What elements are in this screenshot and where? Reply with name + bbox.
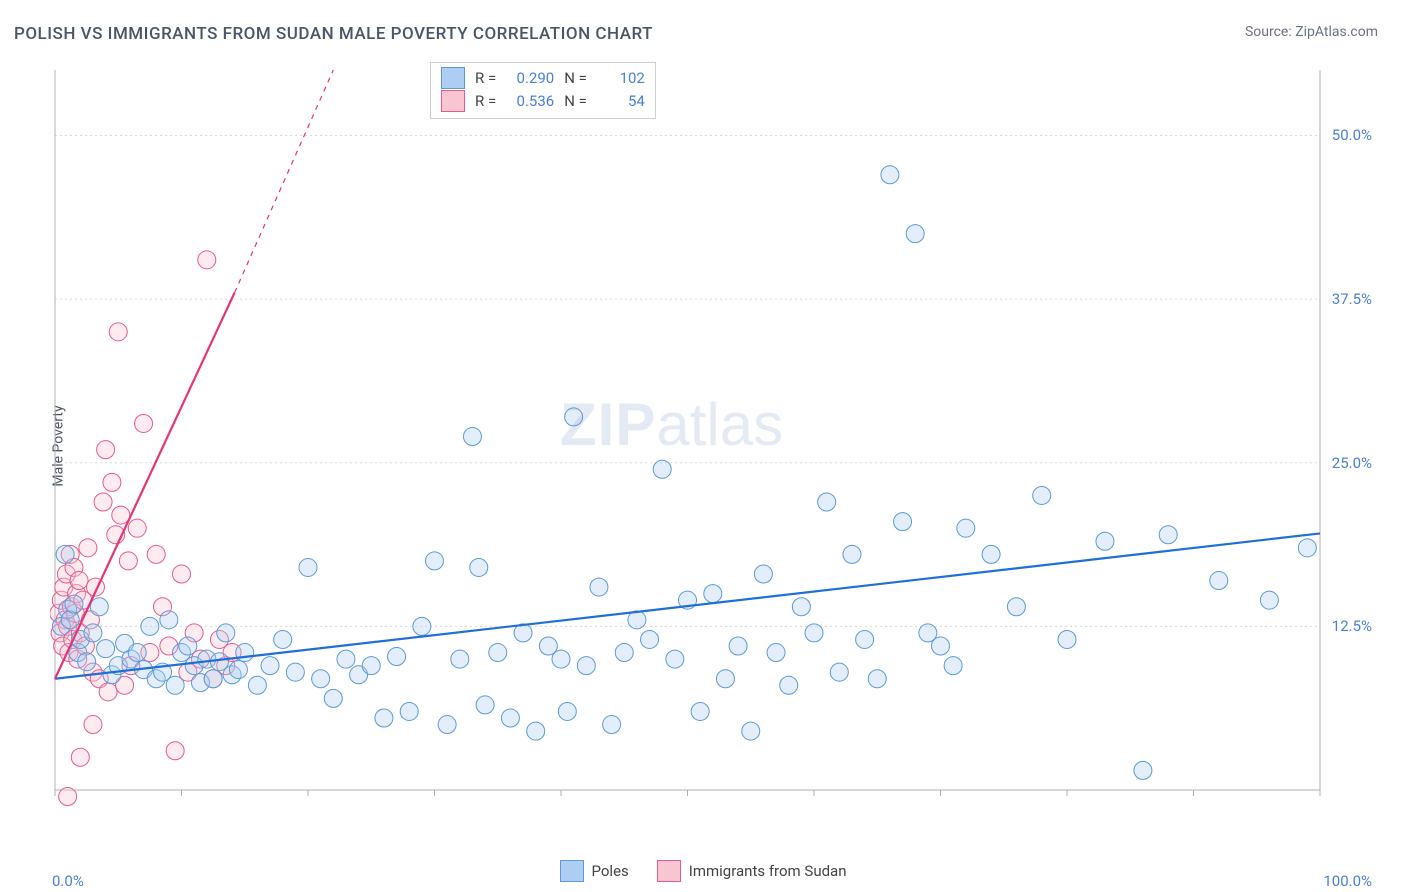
legend-n-label-2: N =	[564, 90, 587, 113]
legend-swatch-poles	[441, 67, 465, 89]
x-axis-min-label: 0.0%	[52, 872, 84, 890]
y-tick-label: 37.5%	[1332, 290, 1372, 308]
legend-r-poles: 0.290	[506, 67, 554, 90]
legend-swatch-sudan	[441, 90, 465, 112]
scatter-plot-svg	[50, 60, 1380, 830]
x-axis-max-label: 100.0%	[1323, 872, 1372, 890]
legend-n-sudan: 54	[597, 90, 645, 113]
source-attribution: Source: ZipAtlas.com	[1245, 24, 1378, 40]
chart-container: POLISH VS IMMIGRANTS FROM SUDAN MALE POV…	[0, 0, 1406, 892]
legend-swatch-sudan-2	[657, 860, 681, 882]
plot-area	[50, 60, 1380, 830]
legend-r-label-2: R =	[475, 90, 496, 113]
legend-label-sudan: Immigrants from Sudan	[689, 862, 847, 880]
series-legend: Poles Immigrants from Sudan	[0, 860, 1406, 882]
legend-swatch-poles-2	[560, 860, 584, 882]
legend-n-label: N =	[564, 67, 587, 90]
legend-label-poles: Poles	[592, 862, 629, 880]
chart-title: POLISH VS IMMIGRANTS FROM SUDAN MALE POV…	[14, 24, 653, 44]
legend-r-label: R =	[475, 67, 496, 90]
legend-row-poles: R = 0.290 N = 102	[441, 67, 645, 90]
y-tick-label: 50.0%	[1332, 126, 1372, 144]
y-tick-label: 12.5%	[1332, 617, 1372, 635]
legend-row-sudan: R = 0.536 N = 54	[441, 90, 645, 113]
legend-item-sudan: Immigrants from Sudan	[657, 860, 847, 882]
legend-item-poles: Poles	[560, 860, 629, 882]
legend-r-sudan: 0.536	[506, 90, 554, 113]
correlation-legend: R = 0.290 N = 102 R = 0.536 N = 54	[430, 62, 656, 119]
legend-n-poles: 102	[597, 67, 645, 90]
y-tick-label: 25.0%	[1332, 454, 1372, 472]
